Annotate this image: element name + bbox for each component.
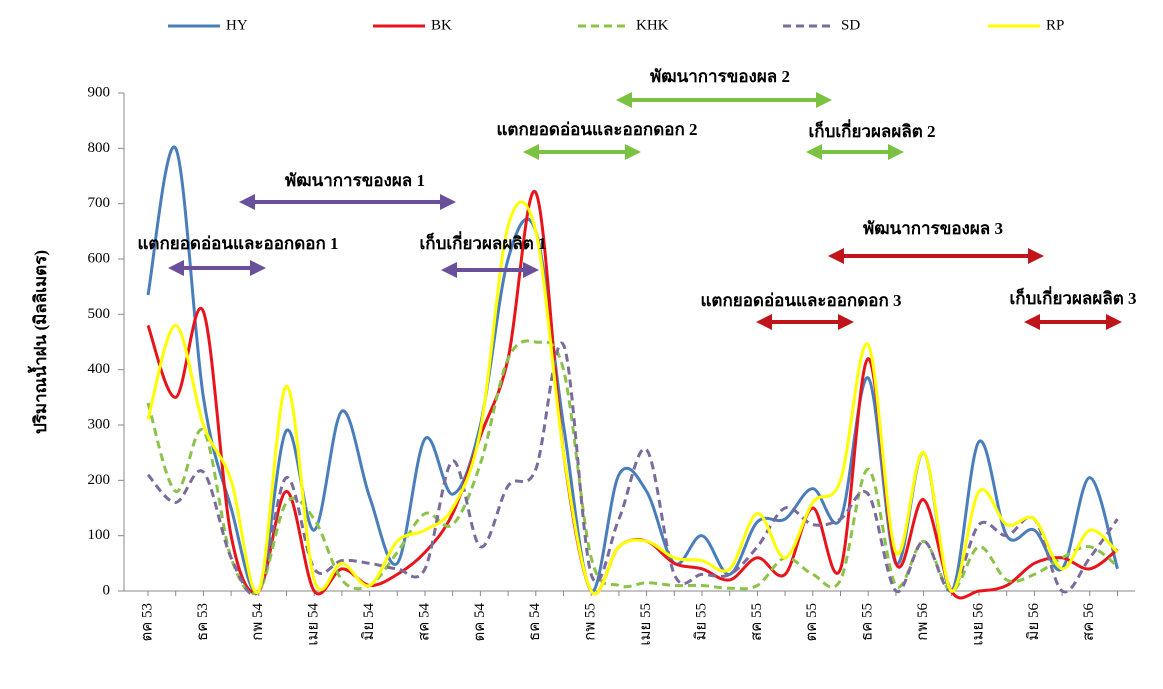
x-tick-label: ธค 53 bbox=[195, 603, 211, 641]
legend-label: HY bbox=[226, 17, 248, 33]
y-tick-label: 600 bbox=[88, 250, 111, 266]
y-tick-label: 900 bbox=[88, 84, 111, 100]
x-tick-label: กพ 54 bbox=[250, 603, 266, 641]
y-tick-label: 300 bbox=[88, 416, 111, 432]
x-tick-label: เมย 56 bbox=[970, 603, 986, 646]
x-tick-label: เมย 54 bbox=[306, 603, 322, 646]
annotation: เก็บเกี่ยวผลผลิต 3 bbox=[1009, 286, 1136, 308]
x-tick-label: กพ 56 bbox=[915, 603, 931, 641]
x-tick-label: เมย 55 bbox=[638, 603, 654, 646]
x-tick-label: มิย 55 bbox=[692, 603, 709, 640]
x-tick-label: สค 56 bbox=[1081, 603, 1097, 641]
y-tick-label: 800 bbox=[88, 140, 111, 156]
y-tick-label: 0 bbox=[103, 582, 111, 598]
x-tick-label: ตค 55 bbox=[804, 603, 820, 642]
y-tick-label: 100 bbox=[88, 527, 111, 543]
y-tick-label: 200 bbox=[88, 472, 111, 488]
plot: 0 100 200 300 400 500 600 700 800 900 ตค 53 ธค 53 กพ… bbox=[88, 17, 1135, 646]
annotation: แตกยอดอ่อนและออกดอก 3 bbox=[700, 291, 901, 310]
series-line bbox=[146, 145, 1119, 595]
annotation: เก็บเกี่ยวผลผลิต 1 bbox=[419, 231, 546, 253]
y-axis-label: ปริมาณน้ำฝน (มิลลิเมตร) bbox=[27, 250, 50, 434]
annotation: พัฒนาการของผล 2 bbox=[650, 67, 790, 86]
series-line bbox=[146, 341, 1119, 596]
annotation: แตกยอดอ่อนและออกดอก 2 bbox=[496, 120, 697, 139]
x-tick-label: มิย 54 bbox=[360, 603, 377, 641]
annotation: แตกยอดอ่อนและออกดอก 1 bbox=[137, 234, 338, 253]
x-tick-label: สค 54 bbox=[416, 603, 432, 641]
x-tick-label: ธค 55 bbox=[860, 603, 876, 641]
x-tick-label: สค 55 bbox=[749, 603, 765, 641]
x-tick-label: กพ 55 bbox=[583, 603, 599, 641]
x-tick-label: ตค 53 bbox=[139, 603, 155, 642]
x-tick-label: มิย 56 bbox=[1025, 603, 1042, 641]
arrows bbox=[168, 92, 1122, 330]
series-line bbox=[146, 200, 1119, 596]
legend-label: BK bbox=[431, 17, 452, 33]
x-tick-label: ธค 54 bbox=[527, 603, 543, 641]
x-tick-label: ตค 54 bbox=[472, 603, 488, 642]
y-tick-label: 400 bbox=[88, 361, 111, 377]
annotation: พัฒนาการของผล 3 bbox=[863, 219, 1003, 238]
legend-label: KHK bbox=[636, 17, 669, 33]
legend-label: SD bbox=[841, 17, 860, 33]
y-tick-label: 500 bbox=[88, 306, 111, 322]
annotation: พัฒนาการของผล 1 bbox=[285, 171, 425, 190]
legend-label: RP bbox=[1046, 17, 1064, 33]
y-tick-label: 700 bbox=[88, 195, 111, 211]
annotation: เก็บเกี่ยวผลผลิต 2 bbox=[808, 119, 935, 141]
